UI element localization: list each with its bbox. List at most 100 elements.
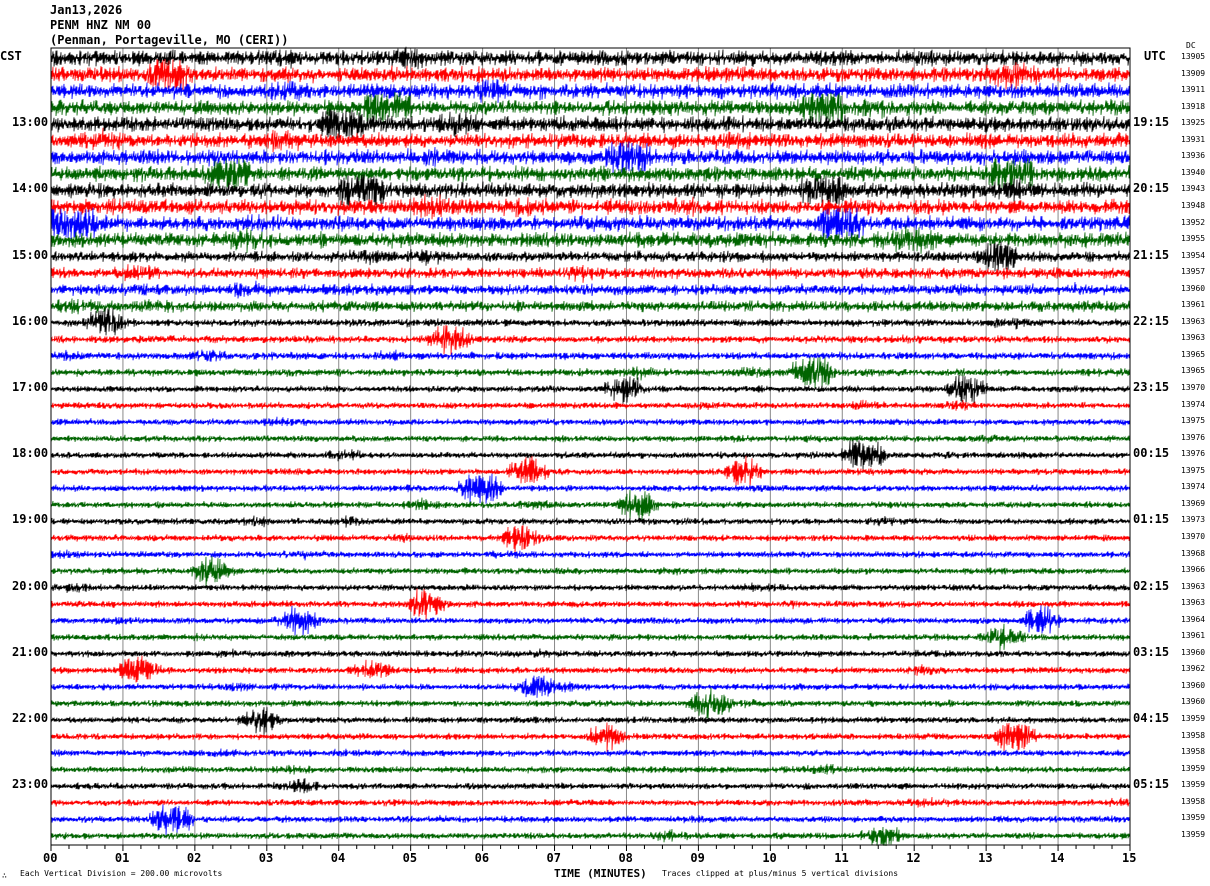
x-tick-label: 05 (402, 851, 418, 865)
cst-hour-label: 17:00 (12, 380, 49, 394)
dc-offset-label: 13963 (1181, 581, 1206, 591)
trace-row-24 (50, 440, 1131, 470)
dc-label: DC (1186, 41, 1196, 50)
x-tick-label: 08 (618, 851, 633, 865)
trace-row-45 (50, 796, 1131, 808)
location-label: (Penman, Portageville, MO (CERI)) (50, 33, 289, 47)
dc-offset-label: 13958 (1181, 730, 1206, 740)
trace-row-14 (50, 280, 1131, 299)
trace-row-9 (50, 193, 1131, 220)
x-tick-label: 04 (330, 851, 346, 865)
trace-row-36 (50, 648, 1131, 659)
trace-row-47 (50, 826, 1131, 847)
trace-row-46 (50, 804, 1131, 836)
x-axis-title: TIME (MINUTES) (554, 867, 647, 880)
trace-row-32 (50, 582, 1131, 593)
utc-hour-label: 01:15 (1133, 512, 1170, 527)
dc-offset-label: 13948 (1181, 200, 1206, 210)
dc-offset-label: 13966 (1181, 565, 1206, 575)
cst-hour-label: 23:00 (12, 777, 49, 792)
utc-label: UTC (1144, 49, 1166, 63)
dc-offset-label: 13963 (1181, 316, 1206, 326)
trace-row-8 (50, 174, 1131, 207)
cst-label: CST (0, 49, 22, 63)
x-tick-label: 09 (690, 851, 705, 865)
dc-offset-label: 13965 (1181, 349, 1206, 359)
dc-offset-label: 13976 (1181, 449, 1206, 459)
trace-row-10 (50, 207, 1131, 240)
trace-row-2 (50, 79, 1131, 103)
utc-hour-label: 05:15 (1133, 777, 1170, 792)
trace-row-7 (50, 158, 1131, 190)
trace-row-39 (50, 687, 1131, 719)
dc-offset-label: 13968 (1181, 548, 1206, 558)
dc-offset-label: 13963 (1181, 598, 1206, 608)
x-tick-label: 14 (1050, 851, 1065, 865)
utc-hour-label: 23:15 (1133, 380, 1170, 394)
trace-row-13 (50, 264, 1131, 283)
trace-row-31 (50, 556, 1131, 587)
x-tick-label: 01 (114, 851, 130, 865)
scale-note: Each Vertical Division = 200.00 microvol… (20, 869, 223, 878)
x-tick-label: 07 (546, 851, 561, 865)
trace-row-26 (50, 473, 1131, 504)
cst-hour-label: 21:00 (12, 644, 49, 659)
dc-offset-label: 13931 (1181, 134, 1206, 144)
trace-row-37 (50, 655, 1131, 683)
cst-hour-label: 19:00 (12, 512, 49, 527)
cst-hour-label: 18:00 (12, 446, 49, 461)
x-tick-label: 11 (834, 851, 849, 865)
dc-offset-label: 13976 (1181, 432, 1206, 442)
dc-offset-label: 13974 (1181, 482, 1206, 492)
dc-offset-label: 13961 (1181, 300, 1206, 310)
utc-hour-label: 04:15 (1133, 711, 1170, 725)
dc-offset-label: 13962 (1181, 664, 1206, 674)
trace-row-30 (50, 549, 1131, 561)
dc-offset-label: 13960 (1181, 680, 1206, 690)
utc-hour-label: 19:15 (1133, 115, 1170, 130)
trace-row-38 (50, 675, 1131, 698)
trace-row-19 (50, 357, 1131, 389)
x-tick-label: 06 (474, 851, 490, 865)
trace-row-43 (50, 763, 1131, 775)
dc-offset-label: 13970 (1181, 383, 1206, 392)
dc-offset-label: 13925 (1181, 118, 1206, 128)
clip-note: Traces clipped at plus/minus 5 vertical … (662, 869, 899, 878)
trace-row-33 (50, 588, 1131, 620)
trace-row-22 (50, 416, 1131, 427)
dc-offset-label: 13955 (1181, 234, 1206, 244)
trace-row-6 (50, 141, 1131, 174)
dc-offset-label: 13975 (1181, 416, 1206, 426)
dc-offset-label: 13940 (1181, 167, 1206, 177)
trace-row-3 (50, 91, 1131, 124)
dc-offset-label: 13963 (1181, 333, 1206, 343)
cst-hour-label: 15:00 (12, 247, 49, 262)
dc-offset-label: 13959 (1181, 780, 1206, 790)
trace-row-25 (50, 455, 1131, 488)
trace-row-29 (50, 525, 1131, 554)
dc-offset-label: 13909 (1181, 68, 1206, 78)
trace-row-15 (50, 298, 1131, 315)
date-label: Jan13,2026 (50, 3, 123, 17)
dc-offset-label: 13969 (1181, 498, 1206, 508)
dc-offset-label: 13974 (1181, 399, 1206, 409)
dc-offset-label: 13959 (1181, 763, 1206, 773)
utc-hour-label: 20:15 (1133, 181, 1170, 196)
dc-offset-label: 13961 (1181, 631, 1206, 641)
x-tick-label: 12 (906, 851, 921, 865)
cst-hour-label: 20:00 (12, 578, 49, 593)
trace-row-27 (50, 489, 1131, 521)
dc-offset-label: 13960 (1181, 647, 1206, 657)
trace-row-41 (50, 722, 1131, 752)
dc-offset-label: 13973 (1181, 515, 1206, 525)
trace-row-11 (50, 225, 1131, 254)
trace-row-44 (50, 778, 1131, 794)
cst-hour-label: 14:00 (12, 181, 49, 196)
trace-row-18 (50, 349, 1131, 362)
dc-offset-label: 13957 (1181, 267, 1206, 277)
dc-offset-label: 13958 (1181, 796, 1206, 806)
trace-row-5 (50, 127, 1131, 153)
trace-row-34 (50, 605, 1131, 637)
trace-row-17 (50, 324, 1131, 356)
